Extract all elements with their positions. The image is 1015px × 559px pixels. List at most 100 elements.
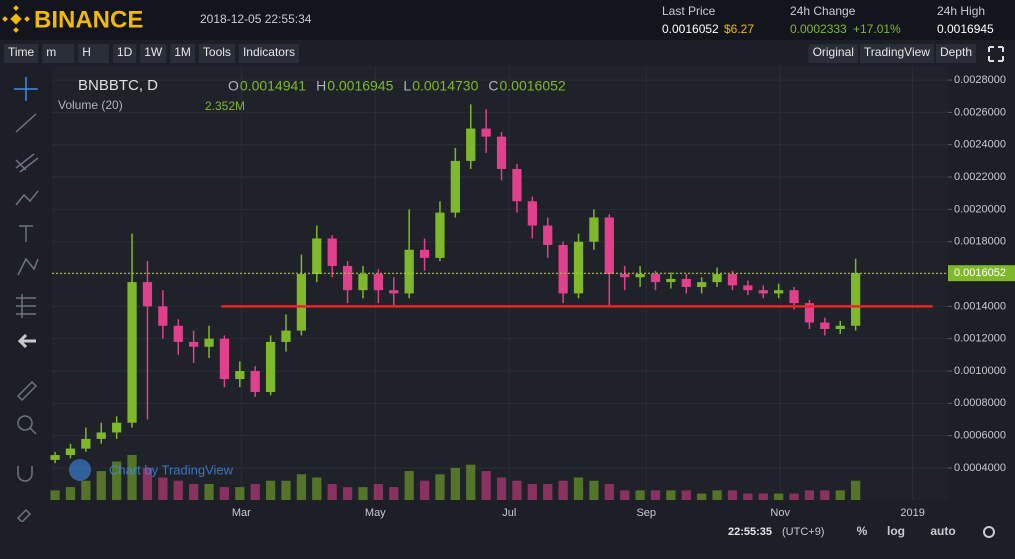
candle-body bbox=[189, 341, 199, 347]
toolbar-button[interactable]: Original bbox=[813, 45, 854, 59]
volume-bar bbox=[96, 471, 106, 500]
volume-bar bbox=[389, 487, 399, 500]
candle-body bbox=[219, 338, 230, 380]
volume-value: 2.352M bbox=[205, 99, 245, 113]
toolbar-button[interactable]: Depth bbox=[940, 45, 972, 59]
candle-body bbox=[804, 303, 815, 323]
datetime: 2018-12-05 22:55:34 bbox=[200, 12, 312, 26]
toolbar-button-bg bbox=[42, 44, 75, 63]
y-tick-label: 0.0018000 bbox=[954, 236, 1006, 248]
price-tag-label: 0.0016052 bbox=[954, 267, 1006, 279]
ohlc-label: O bbox=[228, 78, 239, 94]
y-tick-label: 0.0014000 bbox=[954, 300, 1006, 312]
toolbar-button-bg bbox=[4, 44, 39, 63]
candle-body bbox=[712, 274, 722, 283]
toolbar-button[interactable]: Indicators bbox=[243, 45, 295, 59]
volume-bar bbox=[65, 487, 76, 500]
ohlc-value: 0.0014941 bbox=[240, 78, 306, 94]
toolbar-button[interactable]: Tools bbox=[203, 45, 231, 59]
watermark[interactable]: Chart by TradingView bbox=[109, 462, 234, 477]
volume-bar bbox=[496, 477, 507, 500]
candle-body bbox=[296, 274, 307, 331]
x-tick-label: Mar bbox=[232, 507, 251, 519]
y-tick-label: 0.0010000 bbox=[954, 365, 1006, 377]
volume-bar bbox=[235, 487, 245, 500]
volume-bar bbox=[189, 483, 199, 500]
candle-layer bbox=[50, 104, 861, 464]
volume-bar bbox=[466, 464, 476, 500]
fullscreen-icon[interactable] bbox=[988, 46, 1004, 62]
symbol[interactable]: BNBBTC, D bbox=[78, 77, 158, 94]
stat-extra: +17.01% bbox=[853, 22, 901, 36]
candle-body bbox=[496, 136, 507, 169]
log-button[interactable]: log bbox=[887, 524, 905, 538]
candle-body bbox=[466, 128, 476, 161]
candle-body bbox=[635, 274, 645, 278]
toolbar-left: Time m H 1D 1W 1M Tools Indicators bbox=[4, 44, 299, 63]
volume-bar bbox=[312, 477, 322, 500]
clock: 22:55:35 bbox=[728, 526, 772, 538]
y-tick-label: 0.0012000 bbox=[954, 333, 1006, 345]
ohlc-value: 0.0014730 bbox=[412, 78, 478, 94]
price-axis bbox=[948, 66, 1015, 522]
toolbar-button[interactable]: 1W bbox=[144, 45, 163, 59]
volume-bar bbox=[712, 490, 722, 500]
toolbar-button[interactable]: Time bbox=[8, 45, 35, 59]
drawing-tools[interactable] bbox=[14, 77, 39, 537]
plot-area bbox=[52, 66, 948, 500]
candle-body bbox=[727, 274, 738, 286]
candle-body bbox=[481, 128, 491, 137]
logo[interactable]: BINANCE bbox=[34, 6, 143, 33]
toolbar-button[interactable]: 1D bbox=[117, 45, 133, 59]
candle-body bbox=[620, 274, 630, 278]
candle-body bbox=[96, 432, 106, 439]
volume-bar bbox=[204, 483, 214, 500]
annotation-layer: 0.0016052 bbox=[52, 265, 1015, 308]
toolbar-button[interactable]: TradingView bbox=[864, 45, 930, 59]
y-tick-label: 0.0028000 bbox=[954, 74, 1006, 86]
logo-icon bbox=[2, 5, 30, 33]
x-tick-label: Jul bbox=[502, 507, 516, 519]
candle-body bbox=[389, 290, 399, 294]
toolbar-button-bg bbox=[112, 44, 137, 63]
volume-bar bbox=[727, 490, 738, 500]
toolbar-button[interactable]: m bbox=[46, 45, 56, 59]
volume-bar bbox=[127, 455, 137, 500]
volume-bar bbox=[589, 480, 599, 500]
candle-body bbox=[743, 285, 753, 291]
ohlc-value: 0.0016945 bbox=[327, 78, 393, 94]
candle-body bbox=[435, 212, 445, 258]
x-tick-label: 2019 bbox=[900, 507, 924, 519]
settings-icon[interactable] bbox=[983, 526, 995, 538]
candle-body bbox=[820, 322, 830, 329]
volume-bar bbox=[635, 490, 645, 500]
ohlc-value: 0.0016052 bbox=[500, 78, 566, 94]
volume-bar bbox=[112, 461, 122, 500]
y-tick-label: 0.0004000 bbox=[954, 462, 1006, 474]
ohlc-legend: O 0.0014941 H 0.0016945 L 0.0014730 C 0.0016052 bbox=[228, 78, 566, 94]
ohlc-label: C bbox=[488, 78, 498, 94]
toolbar-button-bg bbox=[78, 44, 109, 63]
toolbar-button-bg bbox=[140, 44, 167, 63]
volume-bar bbox=[265, 480, 276, 500]
candle-body bbox=[681, 278, 691, 287]
auto-button[interactable]: auto bbox=[930, 524, 955, 538]
candle-body bbox=[281, 330, 291, 342]
candle-body bbox=[373, 274, 383, 291]
y-tick-label: 0.0008000 bbox=[954, 397, 1006, 409]
toolbar-button[interactable]: H bbox=[82, 45, 91, 59]
volume-bar bbox=[789, 493, 799, 500]
toolbar-button[interactable]: 1M bbox=[174, 45, 191, 59]
volume-bar bbox=[281, 480, 291, 500]
volume-bar bbox=[81, 480, 91, 500]
timezone: (UTC+9) bbox=[782, 526, 824, 538]
stat-value: 0.0016052 bbox=[662, 22, 719, 36]
volume-bar bbox=[358, 487, 368, 500]
candle-body bbox=[851, 273, 861, 326]
volume-bar bbox=[527, 483, 537, 500]
x-tick-label: Nov bbox=[770, 507, 790, 519]
candle-body bbox=[235, 371, 245, 380]
volume-bar bbox=[373, 483, 383, 500]
percent-button[interactable]: % bbox=[857, 524, 868, 538]
